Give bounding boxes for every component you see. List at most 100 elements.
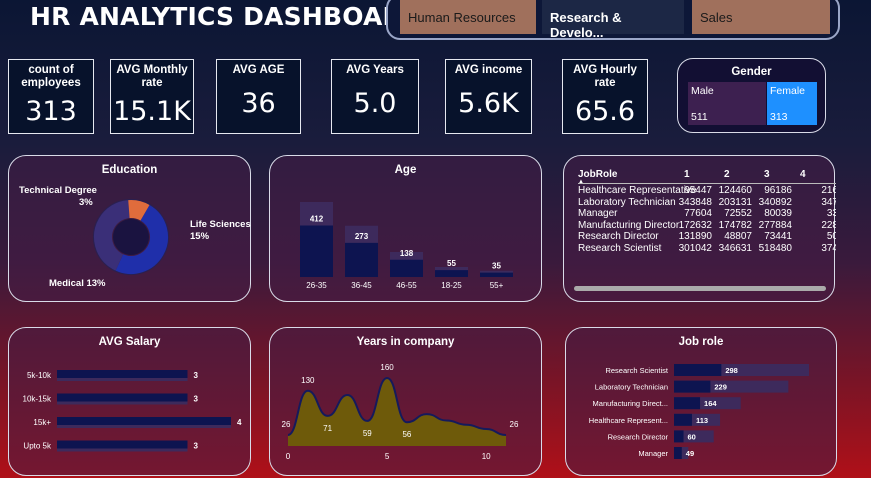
table-cell: 95447 [684,185,712,196]
data-label-line: Technical Degree [19,185,97,196]
age-bar [480,272,513,277]
jobrole-data-label: 164 [704,399,717,408]
jobrole-bar [674,380,711,393]
jobrole-tick-label: Research Director [608,432,669,441]
table-cell: 228 [821,219,836,231]
jobrole-data-label: 229 [714,383,727,392]
age-data-label: 138 [400,249,414,258]
years-data-label: 56 [402,430,411,439]
kpi-value: 5.6K [458,88,519,119]
kpi-label: AVG Years [346,64,404,76]
table-header[interactable]: 1 [684,169,690,180]
salary-bar-shadow [57,401,188,405]
years-panel: Years in company 26 130 71 59 160 56 26 0 5 10 [269,327,542,476]
salary-bar-shadow [57,425,231,428]
sort-icon[interactable]: ▲ [578,179,584,185]
gender-male-label: Male [691,85,714,97]
table-cell: Research Scientist [578,242,662,254]
table-cell: 131890 [678,231,712,242]
years-data-label: 160 [380,363,394,372]
salary-data-label: 3 [194,442,199,451]
table-cell: 172632 [678,219,712,231]
jobrole-tick-label: Manager [638,449,668,458]
table-cell: 203131 [718,196,752,208]
page-title: HR ANALYTICS DASHBOARD [30,2,423,31]
data-label-life-sciences: Life Sciences 15% [190,219,251,242]
salary-data-label: 4 [237,418,242,427]
jobrole-tick-label: Manufacturing Direct... [593,399,668,408]
gender-female-label: Female [770,85,806,97]
salary-bar [57,370,188,378]
donut-hole [113,219,149,255]
table-header[interactable]: 3 [764,169,770,180]
table-cell: Manufacturing Director [578,219,680,231]
kpi-value: 5.0 [353,88,397,119]
table-header[interactable]: 2 [724,169,730,180]
years-data-label: 26 [510,420,519,429]
table-row[interactable]: Research Scientist 301042 346631 518480 374 [578,243,836,255]
slicer-item-research-development[interactable]: Research & Develo... [542,0,684,40]
years-area-chart: 26 130 71 59 160 56 26 0 5 10 [282,363,519,461]
salary-tick-label: 15k+ [33,418,51,427]
table-cell: 77604 [684,208,712,219]
data-label-technical-degree: Technical Degree 3% [19,185,97,208]
age-data-label: 35 [492,262,501,271]
years-data-label: 130 [301,376,315,385]
jobrole-data-label: 298 [725,366,738,375]
salary-bar [57,393,188,402]
department-slicer[interactable]: Human Resources Research & Develo... Sal… [386,0,840,40]
header-divider [578,183,836,184]
table-header[interactable]: JobRole [578,169,618,180]
table-row[interactable]: Research Director 131890 48807 73441 50 [578,231,836,243]
jobrole-bar [674,397,701,410]
education-donut-chart: Technical Degree 3% Life Sciences 15% Medica… [19,185,251,289]
slicer-item-sales[interactable]: Sales [692,0,830,34]
table-header[interactable]: 4 [800,169,806,180]
table-cell: 346631 [718,242,752,254]
table-cell: 340892 [758,196,792,208]
years-line [287,376,507,436]
years-data-label: 26 [282,420,291,429]
table-row[interactable]: Manufacturing Director 172632 174782 277884… [578,220,836,232]
kpi-value: 36 [241,88,276,119]
avg-salary-title: AVG Salary [98,336,161,348]
table-cell: 343848 [678,196,712,208]
slicer-item-human-resources[interactable]: Human Resources [400,0,536,34]
kpi-label: count of employees [21,64,81,89]
avg-salary-panel: AVG Salary 5k-10k 3 10k-15k 3 15k+ 4 Upto 5k 3 [8,327,251,476]
kpi-value: 15.1K [113,96,191,127]
salary-data-label: 3 [194,371,199,380]
jobrole-table-panel: JobRole 1 2 3 4 ▲ Healthcare Representative 954… [563,155,836,303]
table-cell: 48807 [724,231,752,242]
jobrole-bar [674,447,682,459]
age-bar [435,270,468,277]
table-cell: 301042 [678,242,712,254]
table-row[interactable]: Healthcare Representative 95447 124460 9618… [578,185,836,197]
table-cell: 518480 [758,242,792,254]
salary-bar-shadow [57,378,188,381]
gender-male-button[interactable]: Male 511 [688,82,766,125]
table-cell: 73441 [764,231,792,242]
table-cell: 347 [821,196,836,208]
kpi-count-employees: count of employees 313 [8,59,94,134]
jobrole-data-label: 49 [686,449,694,458]
gender-slicer[interactable]: Gender Male 511 Female 313 [677,58,826,133]
gender-female-button[interactable]: Female 313 [767,82,817,125]
table-row[interactable]: Manager 77604 72552 80039 33 [578,208,836,220]
kpi-value: 313 [25,96,77,127]
table-scrollbar[interactable] [574,286,826,291]
gender-female-count: 313 [770,111,788,123]
table-cell: 50 [826,231,836,242]
age-title: Age [394,164,417,176]
data-label-line: 15% [190,231,210,242]
salary-data-label: 3 [194,395,199,404]
salary-bar [57,440,188,449]
table-scrollbar-thumb[interactable] [574,286,826,291]
salary-bar-shadow [57,448,188,452]
jobrole-table: JobRole 1 2 3 4 ▲ Healthcare Representative 954… [564,156,836,303]
table-row[interactable]: Laboratory Technician 343848 203131 340892 3… [578,197,836,209]
age-tick-label: 46-55 [396,281,417,290]
age-bar [300,225,333,277]
years-tick-label: 0 [286,452,291,461]
age-bar-chart: 412 26-35 273 36-45 138 46-55 55 18-25 35 55+ [300,202,513,290]
